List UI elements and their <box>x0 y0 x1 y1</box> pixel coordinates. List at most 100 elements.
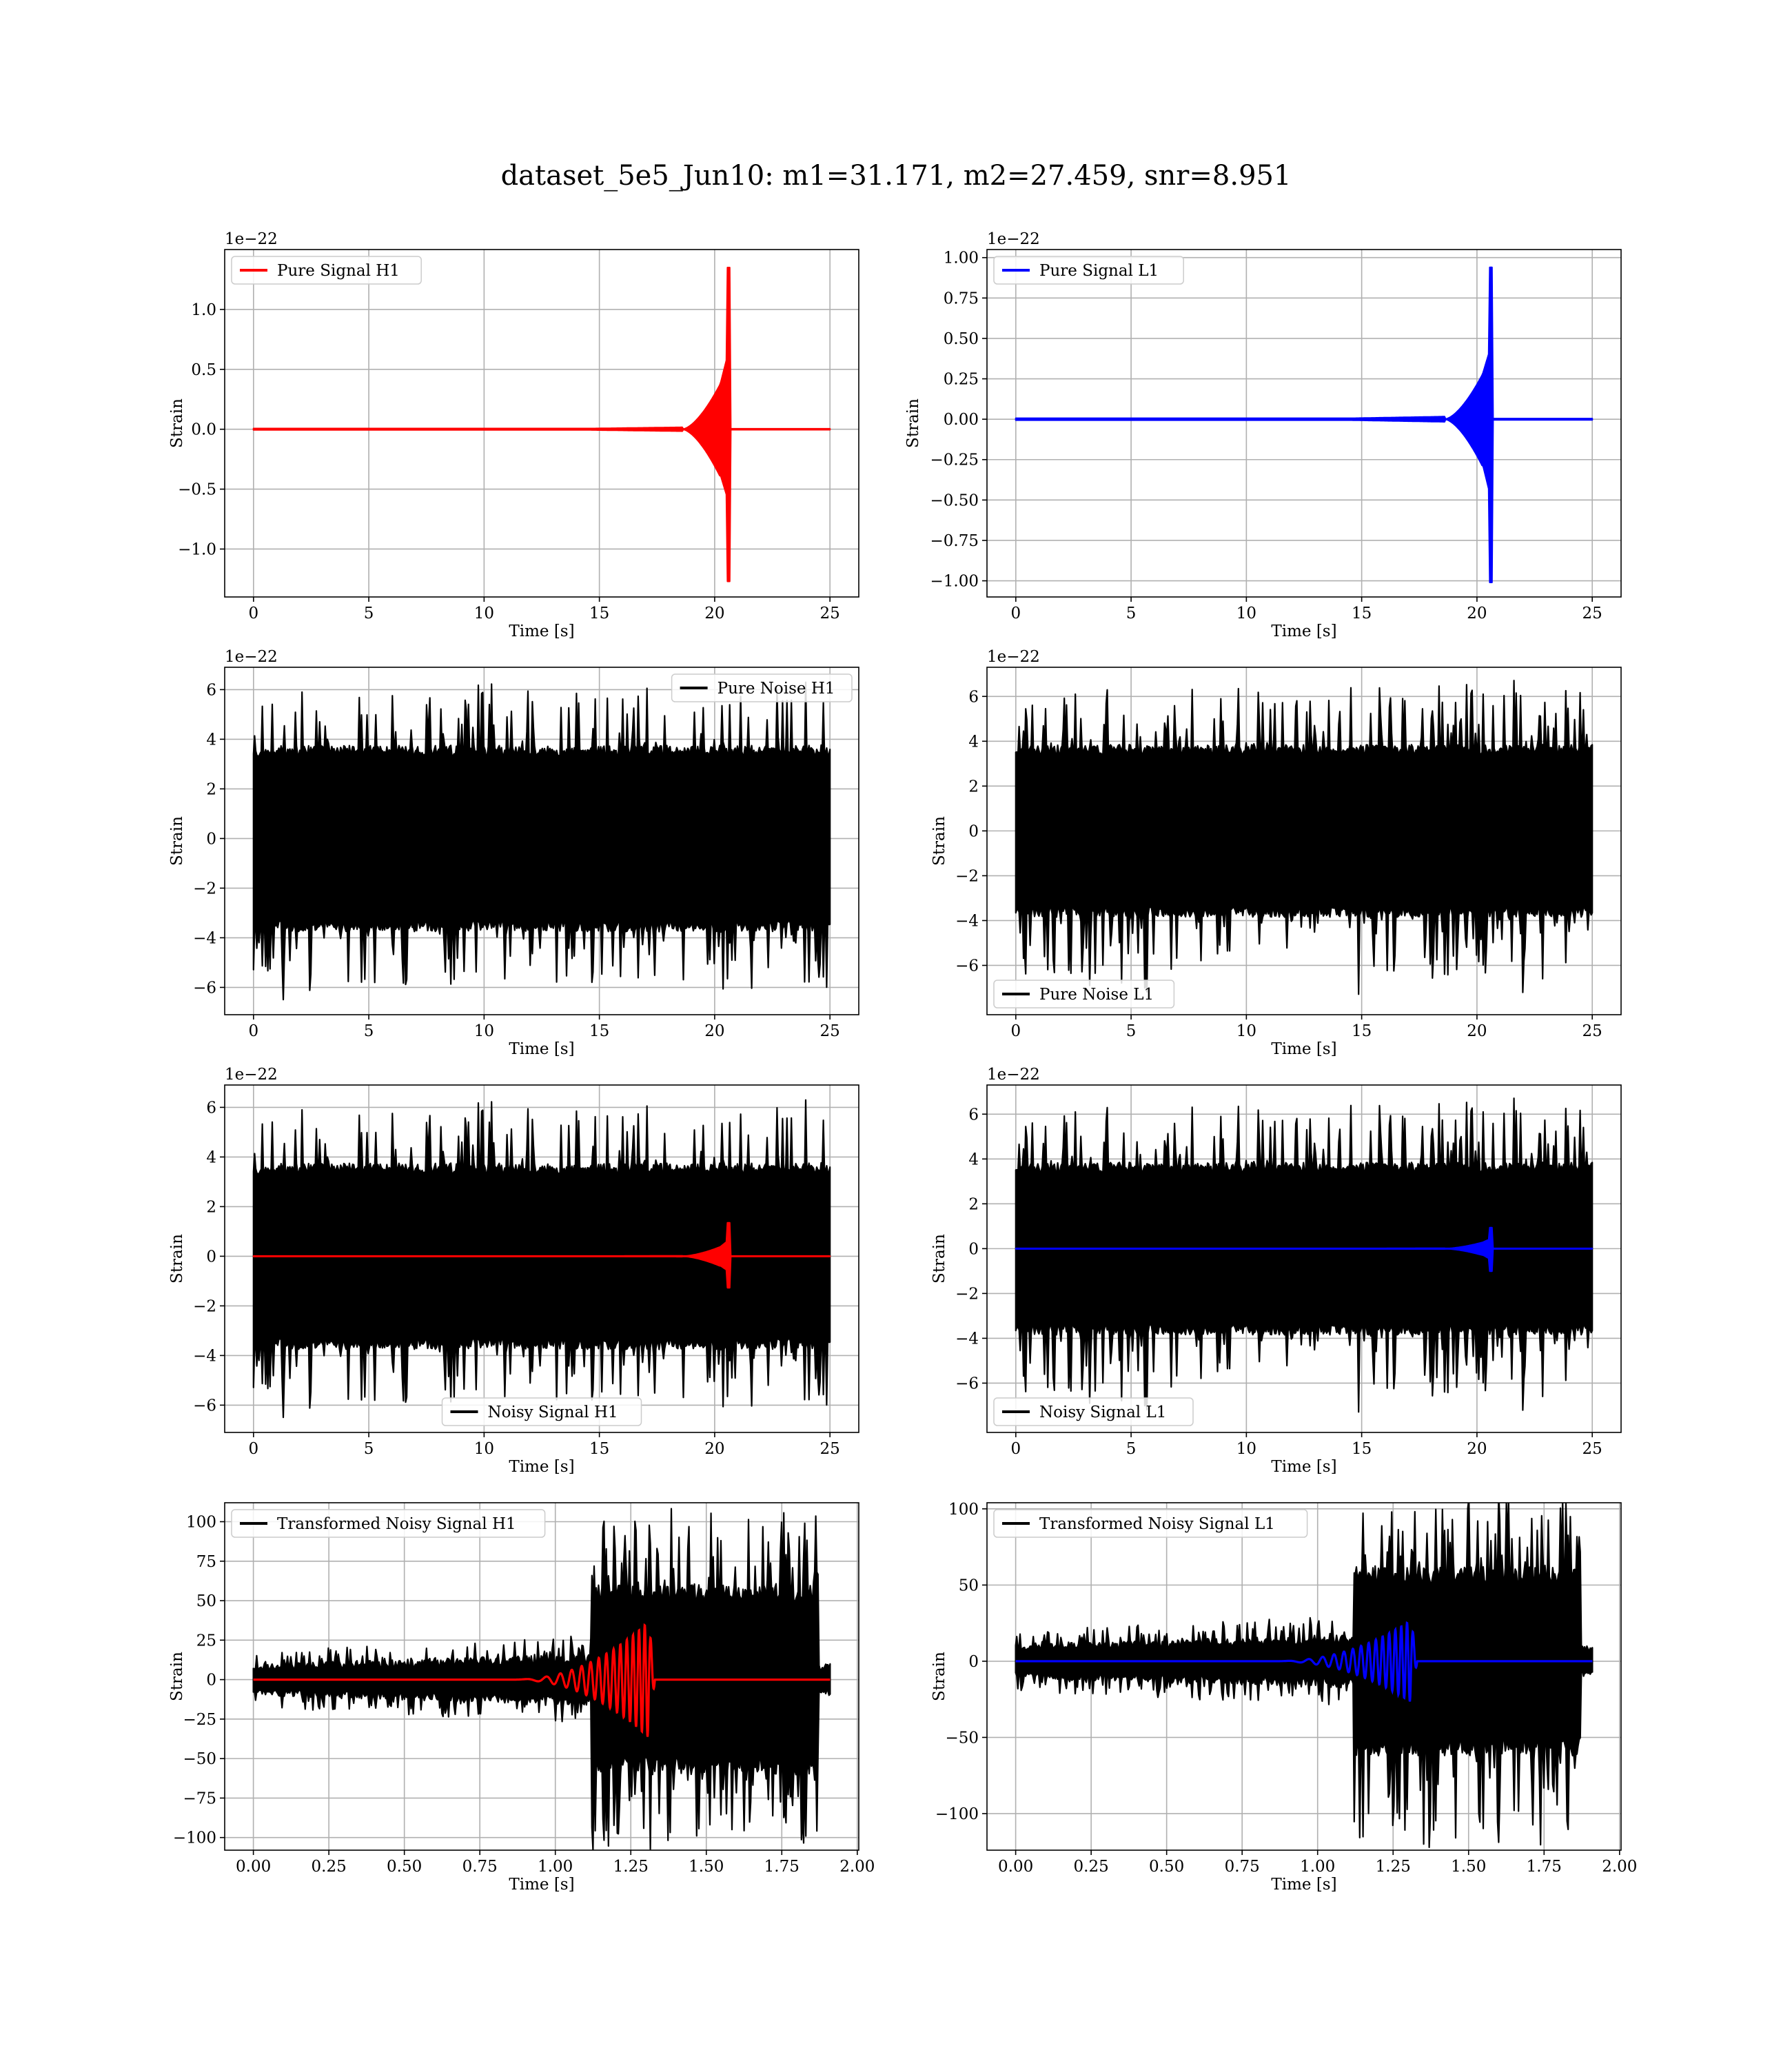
plot-area <box>1015 266 1594 583</box>
y-tick-label: 1.00 <box>944 250 979 267</box>
x-tick-label: 5 <box>364 605 374 622</box>
axes-frame <box>986 1502 1622 1851</box>
x-axis-label: Time [s] <box>1271 622 1336 640</box>
y-tick-label: −50 <box>945 1729 979 1747</box>
x-tick-label: 15 <box>589 1022 609 1040</box>
y-tick-label: −25 <box>183 1711 216 1729</box>
x-tick-label: 0.00 <box>236 1858 271 1876</box>
ticks <box>220 1106 831 1437</box>
x-tick-label: 1.00 <box>1300 1858 1335 1876</box>
x-tick-label: 25 <box>1582 1022 1602 1040</box>
y-tick-label: 0 <box>968 822 979 840</box>
x-tick-label: 0 <box>1010 1440 1021 1458</box>
legend-box <box>441 1397 642 1426</box>
noisy-signal-h1-axes: 0 5 10 15 20 25 −6 −4 −2 0 2 4 6 1e−22 Time [s] Strain N… <box>168 1066 859 1476</box>
offset-text: 1e−22 <box>225 1066 278 1084</box>
x-tick-label: 0 <box>1010 1022 1021 1040</box>
y-axis-label: Strain <box>168 1234 186 1284</box>
y-tick-label: 100 <box>186 1513 216 1531</box>
plot-area <box>252 1099 831 1419</box>
legend: Noisy Signal L1 <box>993 1397 1194 1426</box>
x-tick-label: 20 <box>1467 1022 1487 1040</box>
legend-label: Transformed Noisy Signal H1 <box>277 1515 516 1533</box>
y-tick-label: −50 <box>183 1750 216 1768</box>
series-transformed-noisy-signal-l1-overlay <box>1015 1621 1593 1702</box>
x-tick-label: 25 <box>820 1022 840 1040</box>
x-tick-label: 2.00 <box>839 1858 875 1876</box>
y-axis-label: Strain <box>168 1652 186 1701</box>
axes-frame <box>224 1084 859 1433</box>
y-tick-label: 1.0 <box>191 301 216 319</box>
axes-frame <box>224 1502 859 1851</box>
plot-area <box>1015 680 1594 995</box>
y-tick-label: 0 <box>968 1653 979 1671</box>
x-tick-label: 0.50 <box>387 1858 422 1876</box>
legend-box <box>231 256 422 285</box>
pure-signal-l1-axes: 0 5 10 15 20 25 −1.00 −0.75 −0.50 −0.25 0.00 0.25 0.… <box>904 230 1622 640</box>
noisy-signal-l1-axes: 0 5 10 15 20 25 −6 −4 −2 0 2 4 6 1e−22 Time [s] Strain N… <box>930 1066 1622 1476</box>
legend: Transformed Noisy Signal L1 <box>993 1509 1308 1538</box>
offset-text: 1e−22 <box>987 230 1040 248</box>
y-tick-label: 0.5 <box>191 361 216 379</box>
y-tick-label: 0 <box>206 1248 216 1266</box>
x-tick-label: 1.25 <box>613 1858 649 1876</box>
legend-box <box>231 1509 546 1538</box>
legend: Pure Noise H1 <box>671 673 853 702</box>
x-tick-label: 15 <box>589 1440 609 1458</box>
x-tick-label: 0 <box>248 605 258 622</box>
x-tick-label: 5 <box>364 1440 374 1458</box>
offset-text: 1e−22 <box>225 230 278 248</box>
x-tick-label: 0 <box>248 1440 258 1458</box>
y-tick-label: 0.0 <box>191 421 216 439</box>
x-tick-label: 10 <box>1236 1022 1256 1040</box>
series-pure-noise-l1 <box>1015 680 1594 995</box>
y-tick-label: −6 <box>193 979 216 997</box>
series-transformed-noisy-signal-h1-overlay <box>253 1623 831 1737</box>
y-tick-label: −4 <box>955 912 979 930</box>
legend-box <box>993 1397 1194 1426</box>
x-tick-label: 25 <box>1582 605 1602 622</box>
x-tick-label: 10 <box>474 1440 494 1458</box>
legend-label: Pure Signal L1 <box>1039 262 1159 280</box>
series-noisy-signal-h1 <box>252 1099 831 1419</box>
y-tick-label: 4 <box>206 1148 216 1166</box>
x-tick-label: 15 <box>589 605 609 622</box>
y-tick-label: 0.25 <box>944 371 979 389</box>
ticks <box>982 1508 1620 1855</box>
plot-area <box>1015 1097 1594 1413</box>
y-tick-label: −0.5 <box>178 481 216 499</box>
ticks <box>220 689 831 1020</box>
y-tick-label: −4 <box>955 1330 979 1348</box>
y-tick-label: 4 <box>968 1150 979 1168</box>
y-tick-label: 2 <box>206 780 216 798</box>
y-tick-label: −100 <box>173 1829 216 1847</box>
legend: Noisy Signal H1 <box>441 1397 642 1426</box>
y-tick-label: 2 <box>968 1195 979 1213</box>
y-tick-label: 6 <box>206 1099 216 1117</box>
y-tick-label: −4 <box>193 1347 216 1365</box>
series-noisy-signal-l1 <box>1015 1097 1594 1413</box>
y-tick-label: −100 <box>935 1805 979 1823</box>
x-tick-label: 1.50 <box>1451 1858 1486 1876</box>
y-tick-label: 0.75 <box>944 290 979 307</box>
y-tick-label: −1.0 <box>178 540 216 558</box>
y-tick-label: 50 <box>196 1592 216 1610</box>
y-tick-label: 6 <box>206 681 216 699</box>
x-tick-label: 10 <box>1236 1440 1256 1458</box>
y-tick-label: −75 <box>183 1790 216 1807</box>
legend-label: Transformed Noisy Signal L1 <box>1039 1515 1275 1533</box>
offset-text: 1e−22 <box>987 1066 1040 1084</box>
x-tick-label: 1.25 <box>1376 1858 1411 1876</box>
x-tick-label: 0.00 <box>998 1858 1033 1876</box>
y-tick-label: 75 <box>196 1553 216 1571</box>
x-tick-label: 15 <box>1352 605 1372 622</box>
y-tick-label: −6 <box>193 1397 216 1415</box>
legend-label: Pure Noise L1 <box>1039 986 1154 1004</box>
x-tick-label: 0.50 <box>1149 1858 1184 1876</box>
pure-noise-l1-axes: 0 5 10 15 20 25 −6 −4 −2 0 2 4 6 1e−22 Time [s] Strain P… <box>930 648 1622 1058</box>
x-tick-label: 5 <box>1126 1022 1137 1040</box>
x-tick-label: 10 <box>474 605 494 622</box>
x-tick-label: 20 <box>1467 605 1487 622</box>
y-tick-label: 0 <box>206 830 216 848</box>
